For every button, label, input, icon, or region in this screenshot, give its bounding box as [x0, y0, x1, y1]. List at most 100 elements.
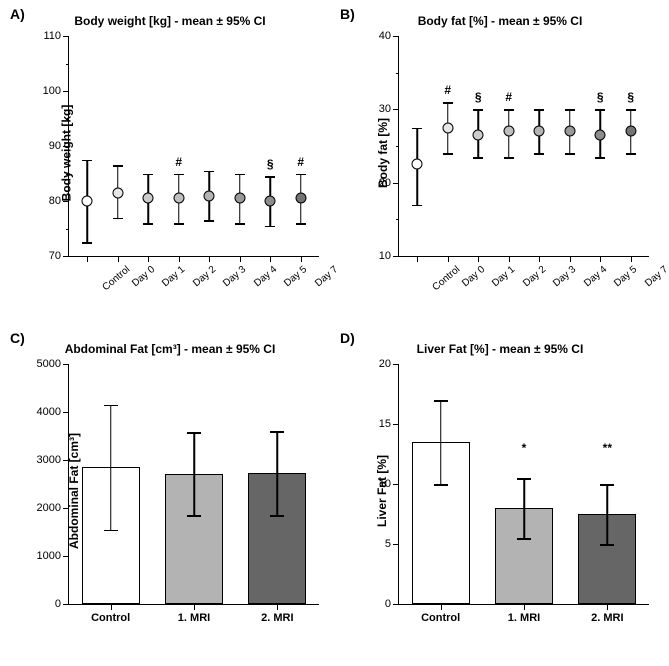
ytick-label: 0 — [55, 598, 61, 610]
xtick — [539, 256, 540, 262]
error-cap — [204, 220, 214, 222]
data-point — [82, 196, 93, 207]
error-cap — [565, 109, 575, 111]
annotation: # — [175, 155, 182, 169]
panel-panelA: A)Body weight [kg] - mean ± 95% CI708090… — [10, 6, 330, 316]
error-cap — [504, 157, 514, 159]
ytick-label: 10 — [379, 250, 391, 262]
error-bar — [440, 400, 442, 484]
ytick — [393, 256, 399, 257]
error-cap — [187, 515, 201, 517]
xtick — [600, 256, 601, 262]
panel-panelC: C)Abdominal Fat [cm³] - mean ± 95% CI010… — [10, 330, 330, 650]
xtick-label: Control — [91, 612, 130, 624]
xtick — [118, 256, 119, 262]
data-point — [234, 193, 245, 204]
data-point — [265, 196, 276, 207]
xtick — [509, 256, 510, 262]
error-cap — [270, 515, 284, 517]
error-bar — [607, 484, 609, 544]
xtick-label: Day 1 — [160, 264, 187, 289]
error-cap — [473, 157, 483, 159]
error-cap — [504, 109, 514, 111]
ytick — [393, 183, 399, 184]
ytick-label: 20 — [379, 358, 391, 370]
xtick-label: Day 3 — [221, 264, 248, 289]
error-cap — [434, 484, 448, 486]
xtick — [194, 604, 195, 610]
xtick-label: Control — [431, 264, 463, 293]
plot-area: 05101520Control1. MRI2. MRI*** — [398, 364, 649, 605]
xtick — [240, 256, 241, 262]
ytick — [393, 544, 399, 545]
xtick-label: Day 7 — [643, 264, 669, 289]
panel-panelB: B)Body fat [%] - mean ± 95% CI10203040Co… — [340, 6, 660, 316]
annotation: # — [297, 155, 304, 169]
xtick-label: Day 5 — [282, 264, 309, 289]
error-cap — [517, 478, 531, 480]
panel-title: Body weight [kg] - mean ± 95% CI — [10, 14, 330, 28]
ytick-label: 30 — [379, 103, 391, 115]
plot-area: 10203040ControlDay 0Day 1Day 2Day 3Day 4… — [398, 36, 649, 257]
data-point — [442, 122, 453, 133]
ytick-label: 5 — [385, 538, 391, 550]
error-cap — [565, 153, 575, 155]
ytick — [63, 36, 69, 37]
annotation: # — [444, 83, 451, 97]
error-cap — [595, 157, 605, 159]
xtick-label: Day 2 — [191, 264, 218, 289]
error-cap — [600, 484, 614, 486]
error-cap — [82, 160, 92, 162]
data-point — [143, 193, 154, 204]
ytick — [393, 604, 399, 605]
ytick — [393, 36, 399, 37]
annotation: § — [267, 157, 274, 171]
ytick — [63, 556, 69, 557]
panel-title: Abdominal Fat [cm³] - mean ± 95% CI — [10, 342, 330, 356]
xtick — [417, 256, 418, 262]
xtick — [478, 256, 479, 262]
data-point — [534, 126, 545, 137]
ytick — [393, 364, 399, 365]
xtick — [441, 604, 442, 610]
xtick-label: Control — [421, 612, 460, 624]
error-cap — [113, 165, 123, 167]
xtick — [277, 604, 278, 610]
ytick — [63, 604, 69, 605]
error-cap — [517, 538, 531, 540]
xtick — [607, 604, 608, 610]
annotation: § — [627, 90, 634, 104]
ytick — [393, 484, 399, 485]
data-point — [595, 130, 606, 141]
xtick-label: 2. MRI — [261, 612, 293, 624]
xtick-label: Day 0 — [460, 264, 487, 289]
error-cap — [174, 223, 184, 225]
xtick-label: Day 7 — [313, 264, 340, 289]
error-cap — [174, 174, 184, 176]
data-point — [503, 126, 514, 137]
xtick — [179, 256, 180, 262]
xtick-label: Day 4 — [252, 264, 279, 289]
data-point — [473, 130, 484, 141]
xtick — [87, 256, 88, 262]
ylabel: Liver Fat [%] — [375, 455, 389, 527]
xtick-label: Day 5 — [612, 264, 639, 289]
error-cap — [534, 109, 544, 111]
xtick — [631, 256, 632, 262]
plot-area: 010002000300040005000Control1. MRI2. MRI — [68, 364, 319, 605]
error-cap — [443, 153, 453, 155]
ytick-label: 3000 — [37, 454, 61, 466]
ytick — [63, 91, 69, 92]
xtick-label: Control — [101, 264, 133, 293]
error-bar — [193, 432, 195, 515]
xtick-label: Day 3 — [551, 264, 578, 289]
error-cap — [104, 530, 118, 532]
ytick-label: 110 — [43, 30, 61, 42]
error-cap — [235, 223, 245, 225]
error-cap — [143, 223, 153, 225]
error-cap — [412, 205, 422, 207]
error-cap — [626, 109, 636, 111]
data-point — [295, 193, 306, 204]
error-bar — [110, 405, 112, 530]
annotation: * — [522, 441, 527, 455]
